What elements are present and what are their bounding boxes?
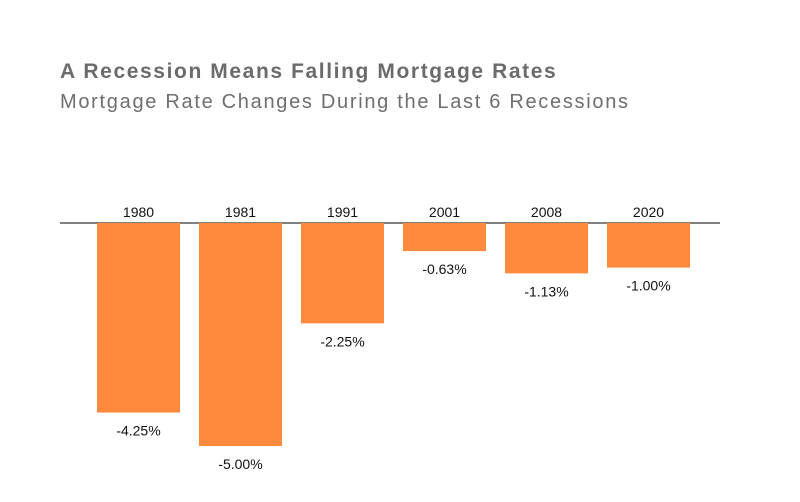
value-label-1980: -4.25% (116, 423, 160, 439)
bar-1980 (97, 223, 180, 413)
bar-2008 (505, 223, 588, 274)
tick-label-1980: 1980 (123, 204, 154, 220)
tick-label-1981: 1981 (225, 204, 256, 220)
tick-label-2008: 2008 (531, 204, 562, 220)
chart-subtitle: Mortgage Rate Changes During the Last 6 … (60, 91, 630, 113)
bar-1991 (301, 223, 384, 324)
value-label-2008: -1.13% (524, 283, 568, 299)
tick-label-1991: 1991 (327, 204, 358, 220)
value-label-2020: -1.00% (626, 278, 670, 294)
value-label-2001: -0.63% (422, 261, 466, 277)
tick-label-2001: 2001 (429, 204, 460, 220)
value-label-1991: -2.25% (320, 333, 364, 349)
value-label-1981: -5.00% (218, 456, 262, 472)
bar-1981 (199, 223, 282, 446)
chart-title: A Recession Means Falling Mortgage Rates (60, 60, 558, 83)
tick-label-2020: 2020 (633, 204, 664, 220)
bar-2001 (403, 223, 486, 252)
bar-2020 (607, 223, 690, 268)
